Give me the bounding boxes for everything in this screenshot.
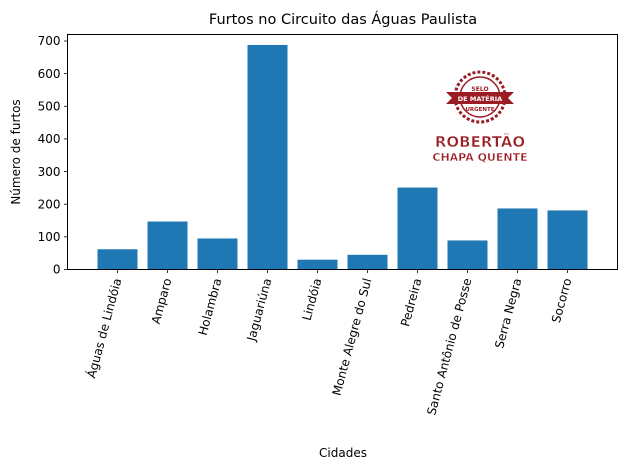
y-tick-label-1: 100 [38,230,61,244]
x-tick-label-9: Socorro [549,277,574,325]
y-tick-label-6: 600 [38,67,61,81]
y-tick-label-4: 400 [38,132,61,146]
bar-3 [247,44,288,270]
y-axis-label: Número de furtos [9,99,23,204]
bars-group [97,44,588,270]
bar-1 [147,221,188,270]
x-axis: Águas de Lindóia Amparo Holambra Jaguariúna… [83,269,574,417]
x-tick-label-7: Santo Antônio de Posse [424,277,474,417]
x-tick-label-0: Águas de Lindóia [83,276,124,379]
seal-top-text: SELO [471,86,488,93]
bar-5 [347,254,388,270]
y-axis: 0 100 200 300 400 500 600 700 [38,34,68,277]
x-tick-label-8: Serra Negra [492,277,524,350]
x-tick-label-2: Holambra [196,277,225,337]
bar-0 [97,249,138,270]
watermark-line-2: CHAPA QUENTE [432,151,527,164]
x-tick-label-3: Jaguariúna [244,277,274,344]
y-tick-label-2: 200 [38,197,61,211]
axes-frame [67,34,618,270]
y-tick-label-5: 500 [38,100,61,114]
x-tick-label-4: Lindóia [300,277,325,322]
seal-ribbon-text: DE MATÉRIA [458,94,502,103]
y-tick-label-3: 300 [38,165,61,179]
bar-4 [297,259,338,270]
seal-ribbon [446,92,514,104]
bar-9 [547,210,588,270]
x-axis-label: Cidades [319,446,367,460]
seal-bottom-text: URGENTE [465,107,494,113]
x-tick-label-1: Amparo [149,277,175,326]
watermark-line-1: ROBERTÃO [435,132,525,151]
y-tick-label-7: 700 [38,34,61,48]
chart-title: Furtos no Circuito das Águas Paulista [209,11,477,28]
bar-7 [447,240,488,270]
bar-6 [397,187,438,270]
x-tick-label-6: Pedreira [398,277,424,328]
bar-8 [497,208,538,270]
bar-2 [197,238,238,270]
x-tick-label-5: Monte Alegre do Sul [330,277,375,397]
watermark-logo: SELO DE MATÉRIA URGENTE ROBERTÃO CHAPA Q… [432,70,528,164]
y-tick-label-0: 0 [53,263,61,277]
